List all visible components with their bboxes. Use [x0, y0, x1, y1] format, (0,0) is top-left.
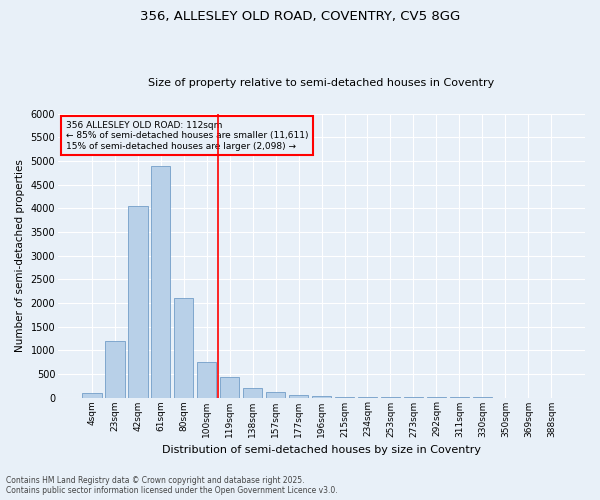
Text: Contains HM Land Registry data © Crown copyright and database right 2025.
Contai: Contains HM Land Registry data © Crown c… — [6, 476, 338, 495]
Bar — [335, 397, 354, 398]
Bar — [220, 377, 239, 398]
Bar — [82, 394, 101, 398]
Bar — [266, 392, 286, 398]
Text: 356, ALLESLEY OLD ROAD, COVENTRY, CV5 8GG: 356, ALLESLEY OLD ROAD, COVENTRY, CV5 8G… — [140, 10, 460, 23]
Y-axis label: Number of semi-detached properties: Number of semi-detached properties — [15, 159, 25, 352]
X-axis label: Distribution of semi-detached houses by size in Coventry: Distribution of semi-detached houses by … — [162, 445, 481, 455]
Text: 356 ALLESLEY OLD ROAD: 112sqm
← 85% of semi-detached houses are smaller (11,611): 356 ALLESLEY OLD ROAD: 112sqm ← 85% of s… — [66, 121, 308, 150]
Title: Size of property relative to semi-detached houses in Coventry: Size of property relative to semi-detach… — [148, 78, 494, 88]
Bar — [174, 298, 193, 398]
Bar — [289, 395, 308, 398]
Bar — [151, 166, 170, 398]
Bar — [105, 341, 125, 398]
Bar — [128, 206, 148, 398]
Bar — [312, 396, 331, 398]
Bar — [243, 388, 262, 398]
Bar — [197, 362, 217, 398]
